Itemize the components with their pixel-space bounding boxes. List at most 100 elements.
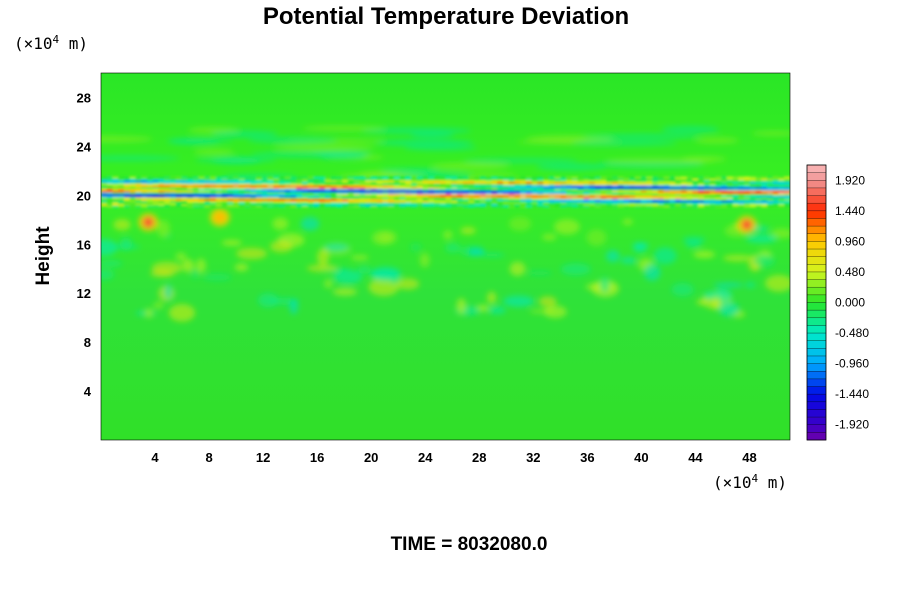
field-cell [474, 193, 481, 196]
field-cell [456, 200, 464, 203]
field-cell [548, 198, 556, 201]
field-blob [333, 269, 363, 285]
field-cell [411, 200, 418, 203]
field-cell [543, 201, 550, 205]
field-cell [715, 203, 722, 206]
field-cell [101, 181, 108, 184]
field-cell [571, 201, 579, 205]
field-cell [301, 188, 309, 191]
field-cell [192, 198, 200, 201]
field-cell [485, 196, 493, 200]
field-cell [634, 178, 642, 181]
field-cell [652, 179, 659, 183]
field-cell [164, 196, 171, 200]
field-cell [629, 200, 636, 203]
field-cell [640, 181, 648, 184]
field-cell [434, 178, 441, 181]
field-cell [508, 186, 515, 189]
field-cell [479, 193, 487, 196]
field-cell [215, 196, 223, 200]
field-cell [405, 176, 412, 179]
field-cell [118, 196, 125, 200]
field-cell [525, 195, 533, 198]
field-cell [434, 181, 441, 184]
field-cell [755, 191, 762, 194]
field-cell [319, 183, 326, 186]
field-cell [261, 178, 269, 181]
field-cell [784, 200, 790, 203]
field-cell [273, 183, 280, 186]
field-cell [543, 179, 550, 183]
field-cell [680, 186, 688, 189]
field-blob [181, 258, 195, 273]
field-cell [772, 191, 780, 194]
field-cell [370, 198, 378, 201]
field-cell [634, 184, 642, 188]
field-cell [296, 181, 303, 184]
field-cell [296, 178, 303, 181]
field-cell [399, 193, 406, 196]
field-cell [204, 195, 211, 198]
field-cell [152, 178, 160, 181]
field-cell [106, 188, 114, 191]
field-cell [422, 193, 429, 196]
field-cell [238, 195, 246, 198]
field-cell [250, 191, 257, 194]
field-cell [606, 176, 613, 179]
field-cell [393, 191, 401, 194]
field-cell [158, 198, 165, 201]
field-cell [560, 196, 567, 200]
field-cell [778, 188, 785, 191]
field-cell [456, 178, 464, 181]
field-cell [514, 189, 521, 193]
field-cell [296, 183, 303, 186]
field-cell [474, 205, 481, 208]
field-cell [112, 183, 119, 186]
field-cell [502, 188, 510, 191]
field-cell [152, 193, 160, 196]
field-cell [767, 188, 774, 191]
field-cell [250, 189, 257, 193]
field-cell [738, 178, 745, 181]
field-cell [617, 200, 625, 203]
colorbar-tick-label: -1.440 [835, 387, 869, 401]
field-cell [365, 193, 372, 196]
field-cell [451, 203, 458, 206]
field-cell [399, 181, 406, 184]
field-cell [508, 201, 515, 205]
field-cell [250, 195, 257, 198]
field-cell [301, 179, 309, 183]
field-cell [738, 184, 745, 188]
field-cell [623, 179, 630, 183]
field-cell [428, 196, 435, 200]
colorbar-swatch [807, 233, 826, 242]
field-cell [571, 205, 579, 208]
field-cell [462, 179, 470, 183]
field-cell [284, 178, 292, 181]
field-cell [474, 179, 481, 183]
field-cell [600, 203, 607, 206]
field-cell [146, 196, 154, 200]
field-cell [405, 188, 412, 191]
field-cell [256, 200, 263, 203]
field-cell [164, 195, 171, 198]
field-cell [514, 191, 521, 194]
field-cell [657, 200, 665, 203]
field-cell [680, 183, 688, 186]
field-cell [577, 203, 584, 206]
field-cell [181, 195, 188, 198]
x-tick-label: 16 [310, 450, 324, 465]
field-cell [118, 200, 125, 203]
field-cell [233, 184, 240, 188]
colorbar-swatch [807, 424, 826, 433]
field-cell [192, 183, 200, 186]
field-cell [215, 195, 223, 198]
field-cell [709, 184, 716, 188]
field-cell [359, 195, 366, 198]
field-cell [589, 205, 596, 208]
field-cell [152, 183, 160, 186]
field-cell [324, 183, 332, 186]
field-cell [181, 198, 188, 201]
field-cell [106, 198, 114, 201]
field-cell [680, 179, 688, 183]
